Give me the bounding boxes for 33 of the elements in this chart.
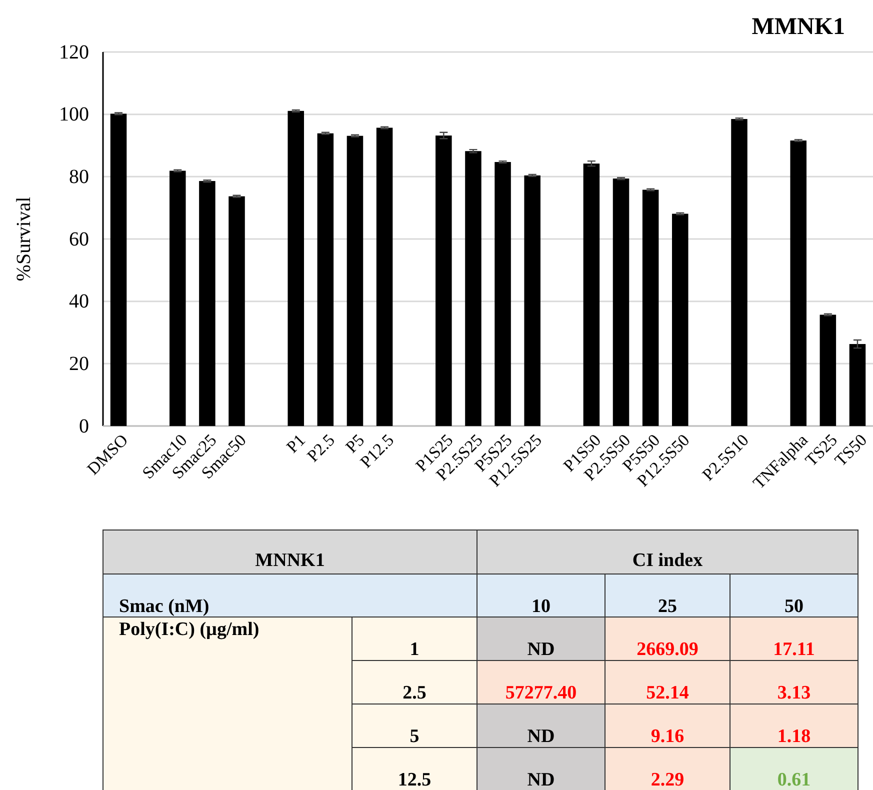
y-tick-label: 20 xyxy=(69,353,89,376)
x-tick-label: P2.5 xyxy=(303,430,339,466)
x-tick-label: 25 xyxy=(658,596,677,617)
data-label: 2.29 xyxy=(650,770,684,790)
y-tick-label: 120 xyxy=(59,41,89,64)
text: ND xyxy=(527,726,555,747)
text: ND xyxy=(527,639,555,660)
y-tick-label: 40 xyxy=(69,290,89,313)
text: Smac (nM) xyxy=(119,596,210,617)
data-label: 17.11 xyxy=(773,639,815,660)
y-tick-label: 60 xyxy=(69,228,89,250)
data-label: 0.61 xyxy=(777,770,811,790)
chart-subtitle: CI index xyxy=(632,550,704,571)
y-tick-label: 100 xyxy=(59,104,89,126)
y-tick-label: 1 xyxy=(410,639,420,660)
y-axis-title: Poly(I:C) (µg/ml) xyxy=(119,619,260,640)
x-tick-label: 10 xyxy=(532,596,550,617)
y-tick-label: 5 xyxy=(410,726,420,747)
y-tick-label: 12.5 xyxy=(398,770,432,790)
data-label: 52.14 xyxy=(646,682,690,704)
data-label: 9.16 xyxy=(650,726,684,747)
y-tick-label: 0 xyxy=(79,415,89,438)
data-label: 2669.09 xyxy=(636,639,698,660)
text: ND xyxy=(527,770,555,790)
chart-title: MMNK1 xyxy=(752,14,845,40)
x-tick-label: 50 xyxy=(784,596,804,617)
data-label: 1.18 xyxy=(777,726,811,747)
y-tick-label: 80 xyxy=(69,166,89,188)
data-label: 57277.40 xyxy=(505,682,577,704)
data-label: 3.13 xyxy=(777,682,811,704)
y-tick-label: 2.5 xyxy=(402,682,426,704)
y-axis-title: %Survival xyxy=(13,196,35,282)
text: MNNK1 xyxy=(255,550,325,571)
